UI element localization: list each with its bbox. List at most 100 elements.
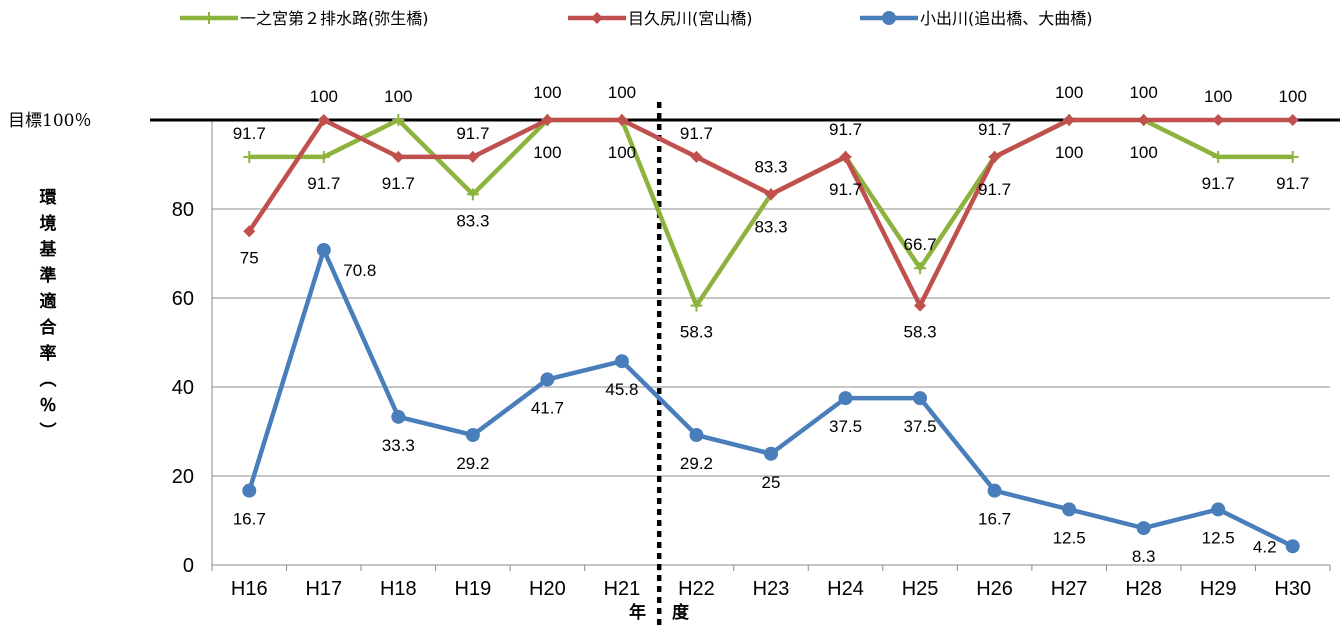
data-label: 91.7 — [978, 180, 1011, 199]
x-tick-label: H23 — [753, 578, 790, 600]
data-label: 16.7 — [233, 510, 266, 529]
data-label: 29.2 — [680, 454, 713, 473]
data-point — [317, 114, 330, 126]
axes: 0 20 40 60 80 H16 H17 H18 H19 H20 H21 H22 H23 H24 H25 H… — [150, 102, 1340, 628]
y-axis-label: 環境基準適合率︵％︶ — [39, 188, 58, 442]
data-label: 58.3 — [680, 323, 713, 342]
data-label: 8.3 — [1132, 547, 1156, 566]
x-tick-label: H27 — [1051, 578, 1088, 600]
data-label: 91.7 — [978, 120, 1011, 139]
data-label: 70.8 — [343, 261, 376, 280]
data-point — [615, 114, 628, 126]
y-tick-label: 80 — [172, 199, 194, 221]
data-label: 91.7 — [307, 174, 340, 193]
data-point — [690, 150, 703, 163]
data-label: 100 — [1204, 87, 1232, 106]
data-label: 91.7 — [1276, 174, 1309, 193]
data-point — [540, 372, 555, 387]
data-label: 100 — [1055, 143, 1083, 162]
x-tick-label: H19 — [455, 578, 492, 600]
data-point — [203, 12, 215, 24]
data-point — [591, 12, 603, 24]
data-label: 83.3 — [754, 217, 787, 236]
data-label: 100 — [608, 83, 636, 102]
data-label: 45.8 — [605, 380, 638, 399]
x-tick-label: H24 — [827, 578, 864, 600]
x-tick-label: H16 — [231, 578, 268, 600]
x-tick-label: H25 — [902, 578, 939, 600]
series-line — [247, 247, 1294, 549]
data-point — [1136, 521, 1151, 536]
data-label: 58.3 — [904, 323, 937, 342]
data-label: 25 — [762, 473, 781, 492]
data-label: 100 — [608, 143, 636, 162]
data-point — [987, 483, 1002, 498]
data-labels: 91.7 91.7 100 83.3 100 100 58.3 83.3 91.7 66.7 91.… — [233, 83, 1310, 566]
data-label: 91.7 — [382, 174, 415, 193]
data-point — [765, 188, 777, 201]
data-point — [465, 428, 480, 443]
x-axis-label-right: 度 — [672, 602, 690, 623]
legend-entry-1: 目久尻川(宮山橋) — [568, 9, 753, 28]
data-label: 100 — [533, 83, 561, 102]
data-point — [466, 150, 479, 163]
y-tick-label: 40 — [172, 377, 194, 399]
data-point — [392, 150, 405, 163]
data-label: 75 — [240, 248, 259, 267]
data-point — [391, 409, 406, 424]
data-point — [882, 11, 896, 25]
data-label: 91.7 — [829, 180, 862, 199]
data-label: 91.7 — [233, 124, 266, 143]
data-point — [689, 428, 704, 443]
legend-label: 小出川(追出橋、大曲橋) — [920, 9, 1093, 28]
x-axis-label-left: 年 — [629, 602, 646, 623]
x-tick-label: H26 — [976, 578, 1013, 600]
data-label: 91.7 — [680, 124, 713, 143]
data-label: 100 — [1129, 143, 1157, 162]
y-tick-label: 60 — [172, 288, 194, 310]
data-point — [243, 225, 256, 238]
series — [242, 114, 1300, 554]
data-label: 4.2 — [1253, 537, 1277, 556]
y-tick-label: 20 — [172, 466, 194, 488]
gridlines — [212, 208, 1330, 477]
x-tick-label: H18 — [380, 578, 417, 600]
data-label: 91.7 — [456, 124, 489, 143]
data-point — [1286, 114, 1299, 126]
data-point — [1286, 150, 1299, 163]
data-label: 100 — [1129, 83, 1157, 102]
data-label: 100 — [1055, 83, 1083, 102]
data-point — [466, 188, 479, 201]
data-point — [1211, 502, 1226, 517]
data-label: 12.5 — [1202, 528, 1235, 547]
legend-entry-0: 一之宮第２排水路(弥生橋) — [180, 9, 429, 28]
data-point — [913, 391, 928, 406]
data-label: 37.5 — [829, 417, 862, 436]
data-point — [914, 262, 927, 275]
data-label: 12.5 — [1053, 528, 1086, 547]
series-1 — [243, 114, 1299, 312]
data-label: 91.7 — [1202, 174, 1235, 193]
data-point — [541, 114, 554, 126]
data-label: 41.7 — [531, 398, 564, 417]
data-point — [764, 446, 778, 461]
x-tick-label: H20 — [529, 578, 566, 600]
data-label: 100 — [533, 143, 561, 162]
data-point — [1137, 114, 1150, 126]
x-tick-label: H30 — [1274, 578, 1311, 600]
data-point — [690, 299, 703, 312]
data-point — [317, 150, 330, 163]
x-tick-label: H22 — [678, 578, 715, 600]
legend: 一之宮第２排水路(弥生橋) 目久尻川(宮山橋) 小出川(追出橋、大曲橋) — [180, 9, 1093, 28]
data-point — [243, 150, 256, 163]
data-label: 91.7 — [829, 120, 862, 139]
data-label: 29.2 — [456, 454, 489, 473]
x-tick-label: H17 — [305, 578, 342, 600]
data-label: 83.3 — [456, 211, 489, 230]
data-point — [838, 391, 853, 406]
data-point — [1212, 114, 1225, 126]
data-label: 100 — [1279, 87, 1307, 106]
data-point — [614, 354, 629, 369]
